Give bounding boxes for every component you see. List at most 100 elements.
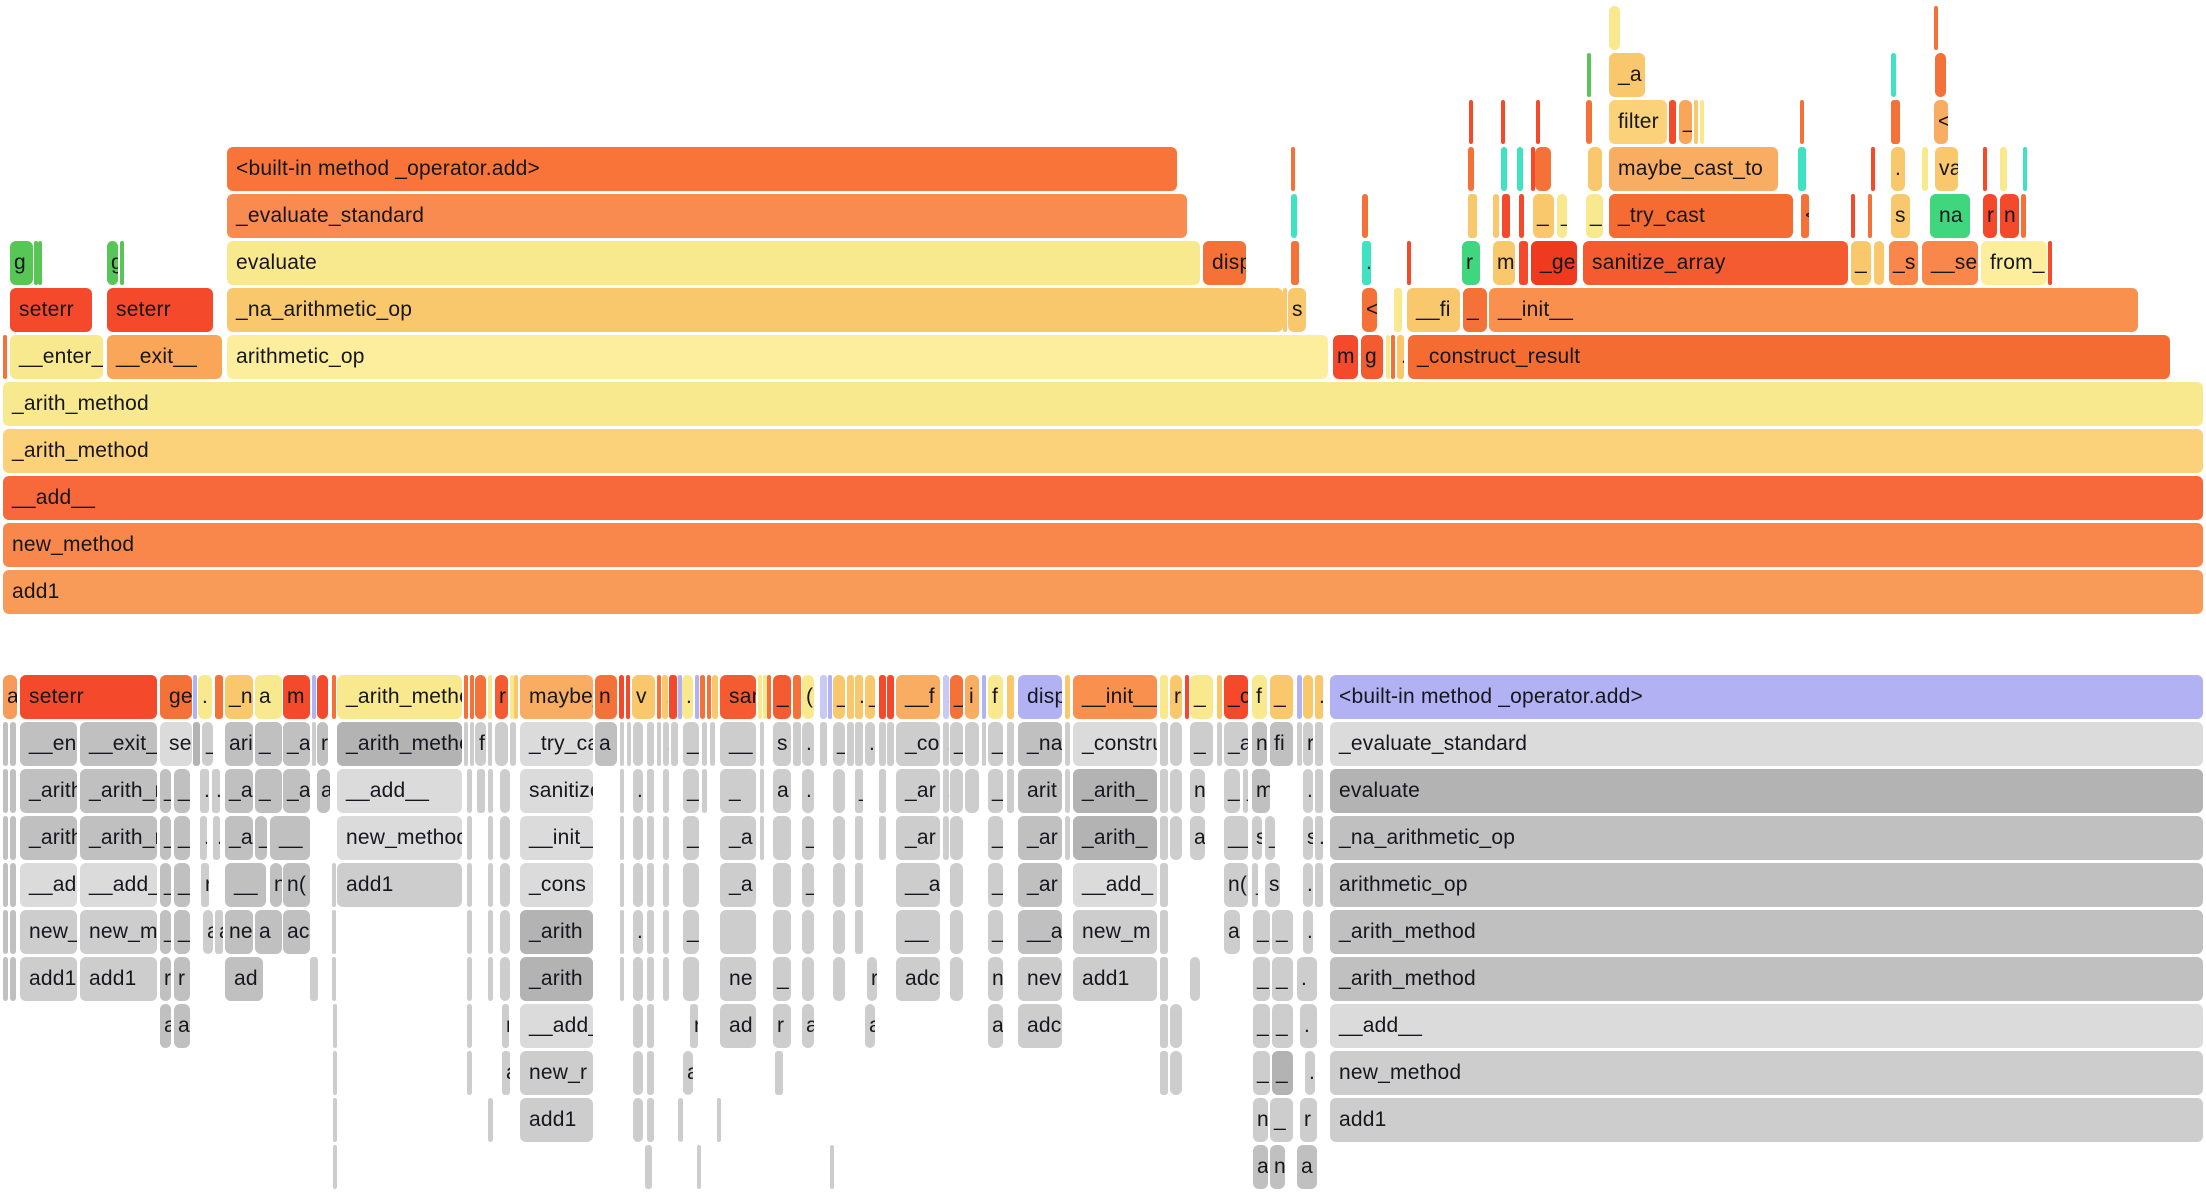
frame-bar[interactable]: add1 xyxy=(3,570,2203,614)
frame-bar[interactable]: _arith xyxy=(520,957,593,1001)
frame-bar[interactable]: n xyxy=(270,863,282,907)
frame-bar[interactable] xyxy=(833,769,845,813)
frame-bar[interactable]: . xyxy=(1303,863,1313,907)
frame-bar[interactable]: _ar xyxy=(1018,816,1062,860)
frame-bar[interactable]: _ xyxy=(683,816,699,860)
frame-bar[interactable] xyxy=(1170,1051,1182,1095)
frame-bar[interactable] xyxy=(1700,100,1704,144)
frame-bar[interactable]: f xyxy=(1252,675,1267,719)
frame-bar[interactable] xyxy=(1871,147,1875,191)
frame-bar[interactable]: __ xyxy=(720,722,756,766)
frame-bar[interactable] xyxy=(3,816,8,860)
frame-bar[interactable] xyxy=(467,1004,472,1048)
frame-bar[interactable] xyxy=(950,816,963,860)
frame-bar[interactable]: a xyxy=(255,910,282,954)
frame-bar[interactable] xyxy=(1519,194,1524,238)
frame-bar[interactable] xyxy=(663,769,669,813)
frame-bar[interactable]: _ xyxy=(174,863,190,907)
frame-bar[interactable] xyxy=(1874,241,1884,285)
frame-bar[interactable] xyxy=(215,675,223,719)
frame-bar[interactable]: s xyxy=(773,722,791,766)
frame-bar[interactable]: add1 xyxy=(1073,957,1157,1001)
frame-bar[interactable]: ac xyxy=(283,910,310,954)
frame-bar[interactable]: ad xyxy=(225,957,263,1001)
frame-bar[interactable] xyxy=(965,769,979,813)
frame-bar[interactable] xyxy=(879,675,886,719)
frame-bar[interactable]: _ xyxy=(833,722,845,766)
frame-bar[interactable] xyxy=(1891,53,1896,97)
frame-bar[interactable] xyxy=(647,910,654,954)
frame-bar[interactable]: __f xyxy=(896,675,940,719)
frame-bar[interactable] xyxy=(647,769,654,813)
frame-bar[interactable]: a xyxy=(865,1004,875,1048)
frame-bar[interactable] xyxy=(500,816,510,860)
frame-bar[interactable]: _a xyxy=(225,816,253,860)
frame-bar[interactable]: s xyxy=(1288,288,1306,332)
frame-bar[interactable]: _ xyxy=(1586,194,1603,238)
frame-bar[interactable]: _ar xyxy=(1018,863,1062,907)
frame-bar[interactable]: _ xyxy=(950,675,963,719)
frame-bar[interactable] xyxy=(1160,769,1168,813)
frame-bar[interactable] xyxy=(1291,194,1297,238)
frame-bar[interactable] xyxy=(758,675,762,719)
frame-bar[interactable] xyxy=(773,863,791,907)
frame-bar[interactable] xyxy=(3,957,8,1001)
frame-bar[interactable]: _ xyxy=(950,722,963,766)
frame-bar[interactable]: sanitize_array xyxy=(1583,241,1848,285)
frame-bar[interactable]: n xyxy=(1190,769,1205,813)
frame-bar[interactable]: arithmetic_op xyxy=(227,335,1328,379)
frame-bar[interactable] xyxy=(1501,100,1505,144)
frame-bar[interactable]: g xyxy=(1361,335,1383,379)
frame-bar[interactable]: _ xyxy=(1190,722,1213,766)
frame-bar[interactable]: _ xyxy=(988,769,1003,813)
frame-bar[interactable] xyxy=(663,957,669,1001)
frame-bar[interactable] xyxy=(467,769,472,813)
frame-bar[interactable]: n xyxy=(595,675,617,719)
frame-bar[interactable]: . xyxy=(943,722,949,766)
frame-bar[interactable] xyxy=(120,241,124,285)
frame-bar[interactable] xyxy=(467,910,472,954)
frame-bar[interactable]: a xyxy=(773,769,791,813)
frame-bar[interactable] xyxy=(500,957,510,1001)
frame-bar[interactable] xyxy=(847,722,854,766)
frame-bar[interactable] xyxy=(1170,1004,1182,1048)
frame-bar[interactable] xyxy=(1535,147,1551,191)
frame-bar[interactable]: __ xyxy=(270,816,310,860)
frame-bar[interactable]: new_m xyxy=(1073,910,1157,954)
frame-bar[interactable] xyxy=(500,863,510,907)
frame-bar[interactable]: filter xyxy=(1609,100,1667,144)
frame-bar[interactable] xyxy=(488,675,492,719)
frame-bar[interactable] xyxy=(633,1004,643,1048)
frame-bar[interactable] xyxy=(1315,722,1323,766)
frame-bar[interactable] xyxy=(2000,147,2007,191)
frame-bar[interactable]: _ xyxy=(833,675,845,719)
frame-bar[interactable] xyxy=(950,957,963,1001)
frame-bar[interactable] xyxy=(1586,100,1592,144)
frame-bar[interactable]: s xyxy=(1265,863,1280,907)
frame-bar[interactable]: __se xyxy=(1922,241,1978,285)
frame-bar[interactable]: i xyxy=(965,675,979,719)
frame-bar[interactable]: <built-in method _operator.add> xyxy=(1330,675,2203,719)
frame-bar[interactable]: . xyxy=(855,675,863,719)
frame-bar[interactable] xyxy=(820,675,827,719)
frame-bar[interactable]: _ xyxy=(988,816,1003,860)
frame-bar[interactable] xyxy=(773,910,791,954)
frame-bar[interactable] xyxy=(464,722,468,766)
frame-bar[interactable] xyxy=(793,722,801,766)
frame-bar[interactable]: __a xyxy=(896,863,940,907)
frame-bar[interactable] xyxy=(1469,100,1473,144)
frame-bar[interactable]: r xyxy=(317,722,328,766)
frame-bar[interactable]: add1 xyxy=(80,957,157,1001)
frame-bar[interactable] xyxy=(475,675,486,719)
frame-bar[interactable] xyxy=(763,675,767,719)
frame-bar[interactable]: g xyxy=(107,241,118,285)
frame-bar[interactable] xyxy=(1007,675,1014,719)
frame-bar[interactable] xyxy=(620,910,624,954)
frame-bar[interactable] xyxy=(1800,100,1804,144)
frame-bar[interactable]: _ xyxy=(174,910,190,954)
frame-bar[interactable]: r xyxy=(1462,241,1480,285)
frame-bar[interactable]: _na_arithmetic_op xyxy=(1330,816,2203,860)
frame-bar[interactable]: _evaluate_standard xyxy=(227,194,1187,238)
frame-bar[interactable]: _ xyxy=(1253,910,1270,954)
frame-bar[interactable]: maybe_cast_to xyxy=(1609,147,1778,191)
